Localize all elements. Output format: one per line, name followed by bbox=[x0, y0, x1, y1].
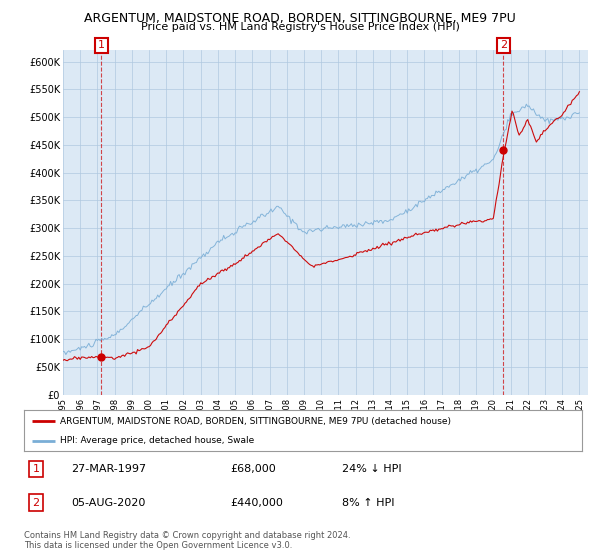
Text: 05-AUG-2020: 05-AUG-2020 bbox=[71, 498, 146, 507]
Text: 27-MAR-1997: 27-MAR-1997 bbox=[71, 464, 146, 474]
Text: 1: 1 bbox=[32, 464, 40, 474]
Text: 2: 2 bbox=[500, 40, 507, 50]
Text: Contains HM Land Registry data © Crown copyright and database right 2024.
This d: Contains HM Land Registry data © Crown c… bbox=[24, 531, 350, 550]
Text: 1: 1 bbox=[98, 40, 105, 50]
Text: HPI: Average price, detached house, Swale: HPI: Average price, detached house, Swal… bbox=[60, 436, 254, 445]
Text: ARGENTUM, MAIDSTONE ROAD, BORDEN, SITTINGBOURNE, ME9 7PU: ARGENTUM, MAIDSTONE ROAD, BORDEN, SITTIN… bbox=[84, 12, 516, 25]
Text: £68,000: £68,000 bbox=[230, 464, 276, 474]
Text: Price paid vs. HM Land Registry's House Price Index (HPI): Price paid vs. HM Land Registry's House … bbox=[140, 22, 460, 32]
Text: 2: 2 bbox=[32, 498, 40, 507]
Text: 24% ↓ HPI: 24% ↓ HPI bbox=[342, 464, 401, 474]
Text: 8% ↑ HPI: 8% ↑ HPI bbox=[342, 498, 395, 507]
Text: £440,000: £440,000 bbox=[230, 498, 283, 507]
Text: ARGENTUM, MAIDSTONE ROAD, BORDEN, SITTINGBOURNE, ME9 7PU (detached house): ARGENTUM, MAIDSTONE ROAD, BORDEN, SITTIN… bbox=[60, 417, 451, 426]
